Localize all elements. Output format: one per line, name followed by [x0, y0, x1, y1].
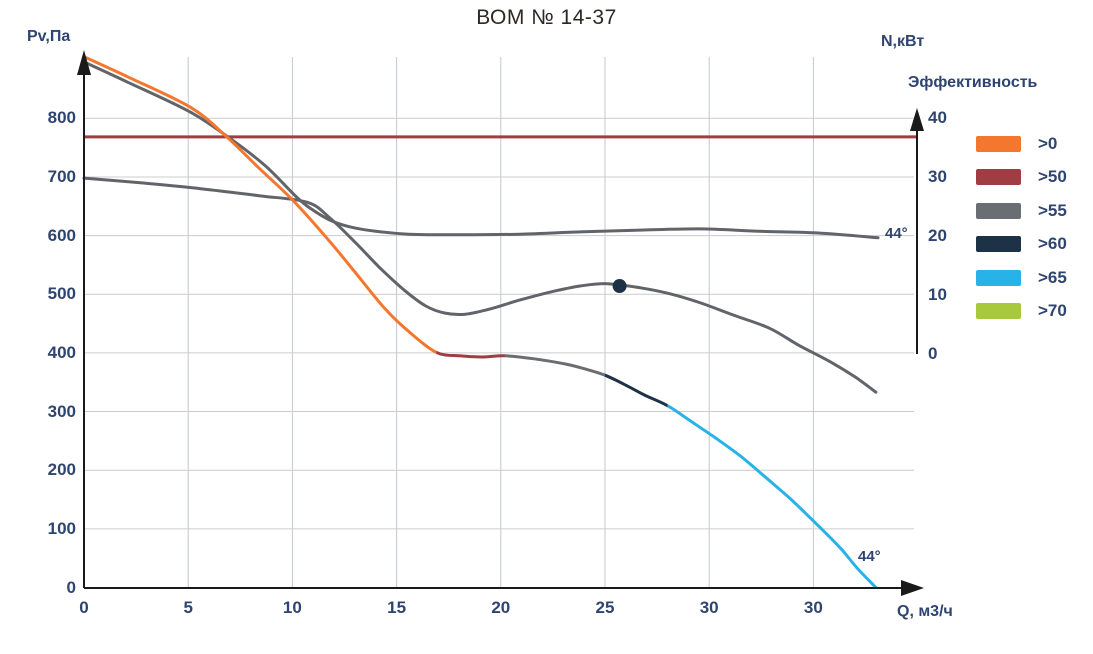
left-tick-600: 600 [47, 225, 76, 245]
chart-title: ВОМ № 14-37 [476, 6, 617, 29]
bottom-tick-4: 20 [491, 598, 511, 617]
left-tick-400: 400 [47, 342, 76, 362]
right-tick-20: 20 [928, 226, 947, 245]
legend-label: >65 [1038, 267, 1067, 287]
legend-swatch-icon [976, 169, 1021, 186]
legend-item->60: >60 [976, 234, 1067, 254]
bottom-tick-2: 10 [282, 598, 302, 617]
bottom-tick-5: 25 [595, 598, 615, 617]
legend-swatch-icon [976, 269, 1021, 286]
n-axis-arrow-icon [910, 108, 924, 131]
legend-item->70: >70 [976, 301, 1067, 321]
legend-item->50: >50 [976, 167, 1067, 187]
legend-label: >70 [1038, 301, 1067, 320]
right-tick-30: 30 [928, 167, 947, 186]
bottom-tick-7: 30 [803, 598, 823, 617]
legend-swatch-icon [976, 303, 1021, 319]
pressure-curve-segment->0 [82, 55, 437, 354]
y-axis-arrow-icon [77, 50, 91, 75]
legend-label: >0 [1038, 134, 1058, 153]
bottom-tick-3: 15 [387, 598, 407, 617]
aux-curve [82, 176, 878, 394]
bottom-tick-1: 5 [183, 598, 193, 617]
legend-title: Эффективность [908, 74, 1038, 91]
legend-swatch-icon [976, 236, 1021, 253]
operating-point-marker [612, 279, 627, 294]
right-axis-title: N,кВт [881, 33, 925, 50]
legend-item->55: >55 [976, 201, 1067, 221]
blade-angle-label-2: 44° [858, 548, 881, 565]
power-curve [82, 60, 880, 240]
right-tick-10: 10 [928, 285, 947, 304]
pressure-curve-segment->65 [667, 404, 878, 589]
left-tick-500: 500 [47, 284, 76, 304]
left-tick-0: 0 [66, 577, 76, 597]
legend-swatch-icon [976, 136, 1021, 152]
legend-label: >60 [1038, 234, 1067, 254]
left-tick-100: 100 [47, 518, 76, 538]
right-tick-40: 40 [928, 108, 947, 127]
right-tick-0: 0 [928, 344, 938, 363]
bottom-tick-0: 0 [79, 598, 89, 617]
x-axis-title: Q, м3/ч [897, 603, 953, 620]
bottom-tick-6: 30 [699, 598, 719, 617]
left-tick-200: 200 [47, 460, 76, 480]
legend-label: >55 [1038, 200, 1067, 220]
blade-angle-label-1: 44° [885, 225, 908, 242]
legend-item->0: >0 [976, 134, 1057, 154]
left-tick-800: 800 [47, 108, 76, 128]
left-axis-title: Pv,Па [27, 28, 71, 45]
left-tick-300: 300 [47, 401, 76, 421]
x-axis-arrow-icon [901, 580, 924, 596]
pressure-curve-segment->55 [504, 354, 605, 377]
legend-label: >50 [1038, 167, 1067, 187]
legend-item->65: >65 [976, 268, 1067, 288]
legend-swatch-icon [976, 202, 1021, 219]
left-tick-700: 700 [47, 166, 76, 186]
